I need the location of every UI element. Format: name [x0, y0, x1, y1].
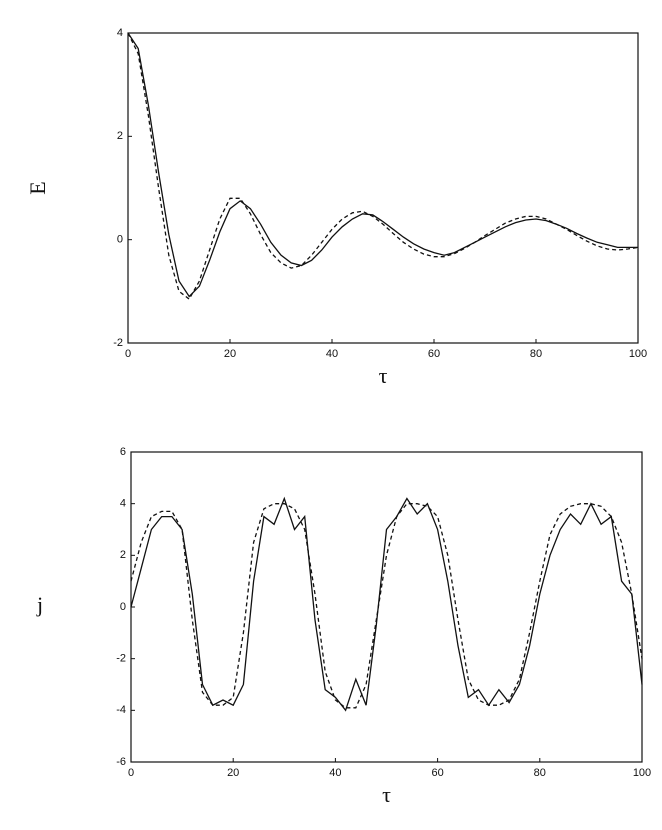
x-tick-label: 0: [125, 348, 131, 360]
x-axis-title: τ: [382, 782, 391, 807]
y-tick-label: 4: [117, 27, 123, 39]
y-axis-title: E: [25, 181, 50, 194]
y-axis-title: j: [36, 592, 43, 617]
y-tick-label: 0: [120, 601, 126, 613]
y-tick-label: -2: [113, 337, 123, 349]
x-tick-label: 60: [428, 348, 440, 360]
x-tick-label: 20: [227, 767, 239, 779]
x-tick-label: 0: [128, 767, 134, 779]
x-tick-label: 40: [329, 767, 341, 779]
x-tick-label: 80: [530, 348, 542, 360]
data-line: [127, 32, 639, 301]
y-tick-label: -6: [116, 756, 126, 768]
x-tick-label: 100: [633, 767, 651, 779]
y-tick-label: 2: [120, 549, 126, 561]
data-line: [130, 503, 643, 709]
plot-frame: [130, 451, 643, 763]
plot-frame: [127, 32, 639, 344]
data-line: [127, 32, 638, 298]
x-tick-label: 40: [326, 348, 338, 360]
x-tick-label: 60: [431, 767, 443, 779]
y-tick-label: -4: [116, 704, 126, 716]
x-tick-label: 20: [224, 348, 236, 360]
x-tick-label: 100: [629, 348, 647, 360]
y-tick-label: 2: [117, 130, 123, 142]
y-tick-label: 4: [120, 498, 126, 510]
data-line: [130, 496, 643, 712]
y-tick-label: 6: [120, 446, 126, 458]
x-tick-label: 80: [534, 767, 546, 779]
y-tick-label: -2: [116, 653, 126, 665]
y-tick-label: 0: [117, 234, 123, 246]
x-axis-title: τ: [379, 363, 388, 388]
